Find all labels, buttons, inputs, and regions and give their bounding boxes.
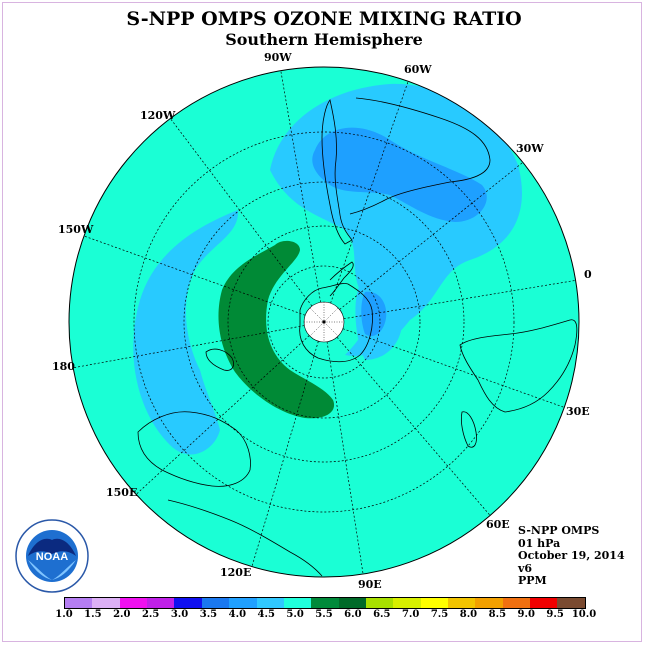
lon-label-90w: 90W	[264, 51, 292, 64]
colorbar-tick-label: 8.0	[459, 609, 478, 620]
colorbar-tick-label: 3.0	[170, 609, 189, 620]
coast-africa	[459, 319, 578, 413]
colorbar-cell	[448, 598, 476, 608]
colorbar-tick-label: 7.0	[401, 609, 420, 620]
colorbar-tick-label: 9.0	[517, 609, 535, 620]
contour-band-medium-blue-pole	[361, 291, 387, 337]
map-outline	[68, 66, 580, 578]
coast-new-zealand	[205, 348, 234, 371]
colorbar	[64, 597, 586, 609]
lon-label-30e: 30E	[566, 405, 590, 418]
colorbar-tick-label: 6.5	[373, 609, 391, 620]
colorbar-cell	[256, 598, 284, 608]
coast-south-america	[321, 97, 491, 245]
lon-label-60w: 60W	[404, 63, 432, 76]
colorbar-tick-label: 2.5	[141, 609, 160, 620]
colorbar-cell	[92, 598, 120, 608]
contour-band-green-crescent	[218, 240, 335, 419]
colorbar-cell	[557, 598, 585, 608]
map-subtitle: Southern Hemisphere	[225, 30, 423, 49]
lon-label-150w: 150W	[58, 223, 94, 236]
colorbar-tick-label: 4.0	[228, 609, 247, 620]
contour-band-light-blue-pacific	[133, 210, 239, 455]
colorbar-cell	[365, 598, 394, 608]
coastlines	[137, 97, 578, 577]
contour-band-medium-blue-atlantic	[312, 127, 487, 222]
colorbar-tick-label: 1.0	[55, 609, 73, 620]
colorbar-cell	[229, 598, 257, 608]
colorbar-tick-label: 5.0	[286, 609, 304, 620]
colorbar-cell	[420, 598, 449, 608]
info-version: v6	[518, 561, 533, 575]
info-date: October 19, 2014	[518, 549, 625, 562]
coast-madagascar	[460, 411, 477, 448]
colorbar-tick-label: 6.0	[344, 609, 362, 620]
lon-label-30w: 30W	[516, 142, 544, 155]
info-level: 01 hPa	[518, 536, 561, 550]
colorbar-cell	[502, 598, 531, 608]
noaa-logo-icon: NOAA	[15, 519, 89, 593]
colorbar-cell	[311, 598, 339, 608]
colorbar-cell	[119, 598, 148, 608]
latitude-circles	[133, 131, 515, 513]
colorbar-tick-label: 2.0	[113, 609, 131, 620]
coast-antarctic-peninsula	[329, 261, 354, 297]
colorbar-ticks: 1.0 1.5 2.0 2.5 3.0 3.5 4.0 4.5 5.0 5.5 6.0 6.5 7.0 7…	[55, 609, 596, 623]
plot-info: S-NPP OMPS 01 hPa October 19, 2014 v6 PP…	[518, 524, 625, 588]
lon-label-120w: 120W	[140, 109, 176, 122]
colorbar-cell	[283, 598, 312, 608]
meridian-lines	[71, 67, 579, 577]
coast-indonesia	[167, 499, 323, 577]
info-units: PPM	[518, 574, 547, 587]
lon-label-0: 0	[584, 268, 592, 281]
coast-antarctica	[299, 283, 373, 363]
lon-label-90e: 90E	[358, 578, 382, 591]
colorbar-tick-label: 7.5	[430, 609, 449, 620]
colorbar-tick-label: 8.5	[488, 609, 507, 620]
lon-label-60e: 60E	[486, 518, 510, 531]
colorbar-tick-label: 9.5	[546, 609, 564, 620]
colorbar-cell	[338, 598, 366, 608]
svg-text:NOAA: NOAA	[36, 551, 68, 563]
colorbar-cell	[475, 598, 503, 608]
lon-label-120e: 120E	[220, 566, 251, 579]
colorbar-tick-label: 1.5	[84, 609, 102, 620]
colorbar-tick-label: 5.5	[315, 609, 333, 620]
colorbar-cell	[530, 598, 558, 608]
coast-australia	[137, 411, 251, 487]
colorbar-cell	[201, 598, 230, 608]
colorbar-cell	[147, 598, 175, 608]
south-pole-dot	[322, 320, 326, 324]
colorbar-tick-label: 4.5	[257, 609, 275, 620]
lon-label-180: 180	[52, 360, 75, 373]
figure-frame	[2, 2, 642, 642]
colorbar-tick-label: 3.5	[199, 609, 218, 620]
info-instrument: S-NPP OMPS	[518, 524, 600, 537]
lon-label-150e: 150E	[106, 486, 137, 499]
colorbar-cell	[65, 598, 93, 608]
colorbar-tick-label: 10.0	[571, 609, 597, 620]
colorbar-cell	[393, 598, 421, 608]
colorbar-cell	[174, 598, 202, 608]
map-title: S-NPP OMPS OZONE MIXING RATIO	[126, 8, 522, 30]
